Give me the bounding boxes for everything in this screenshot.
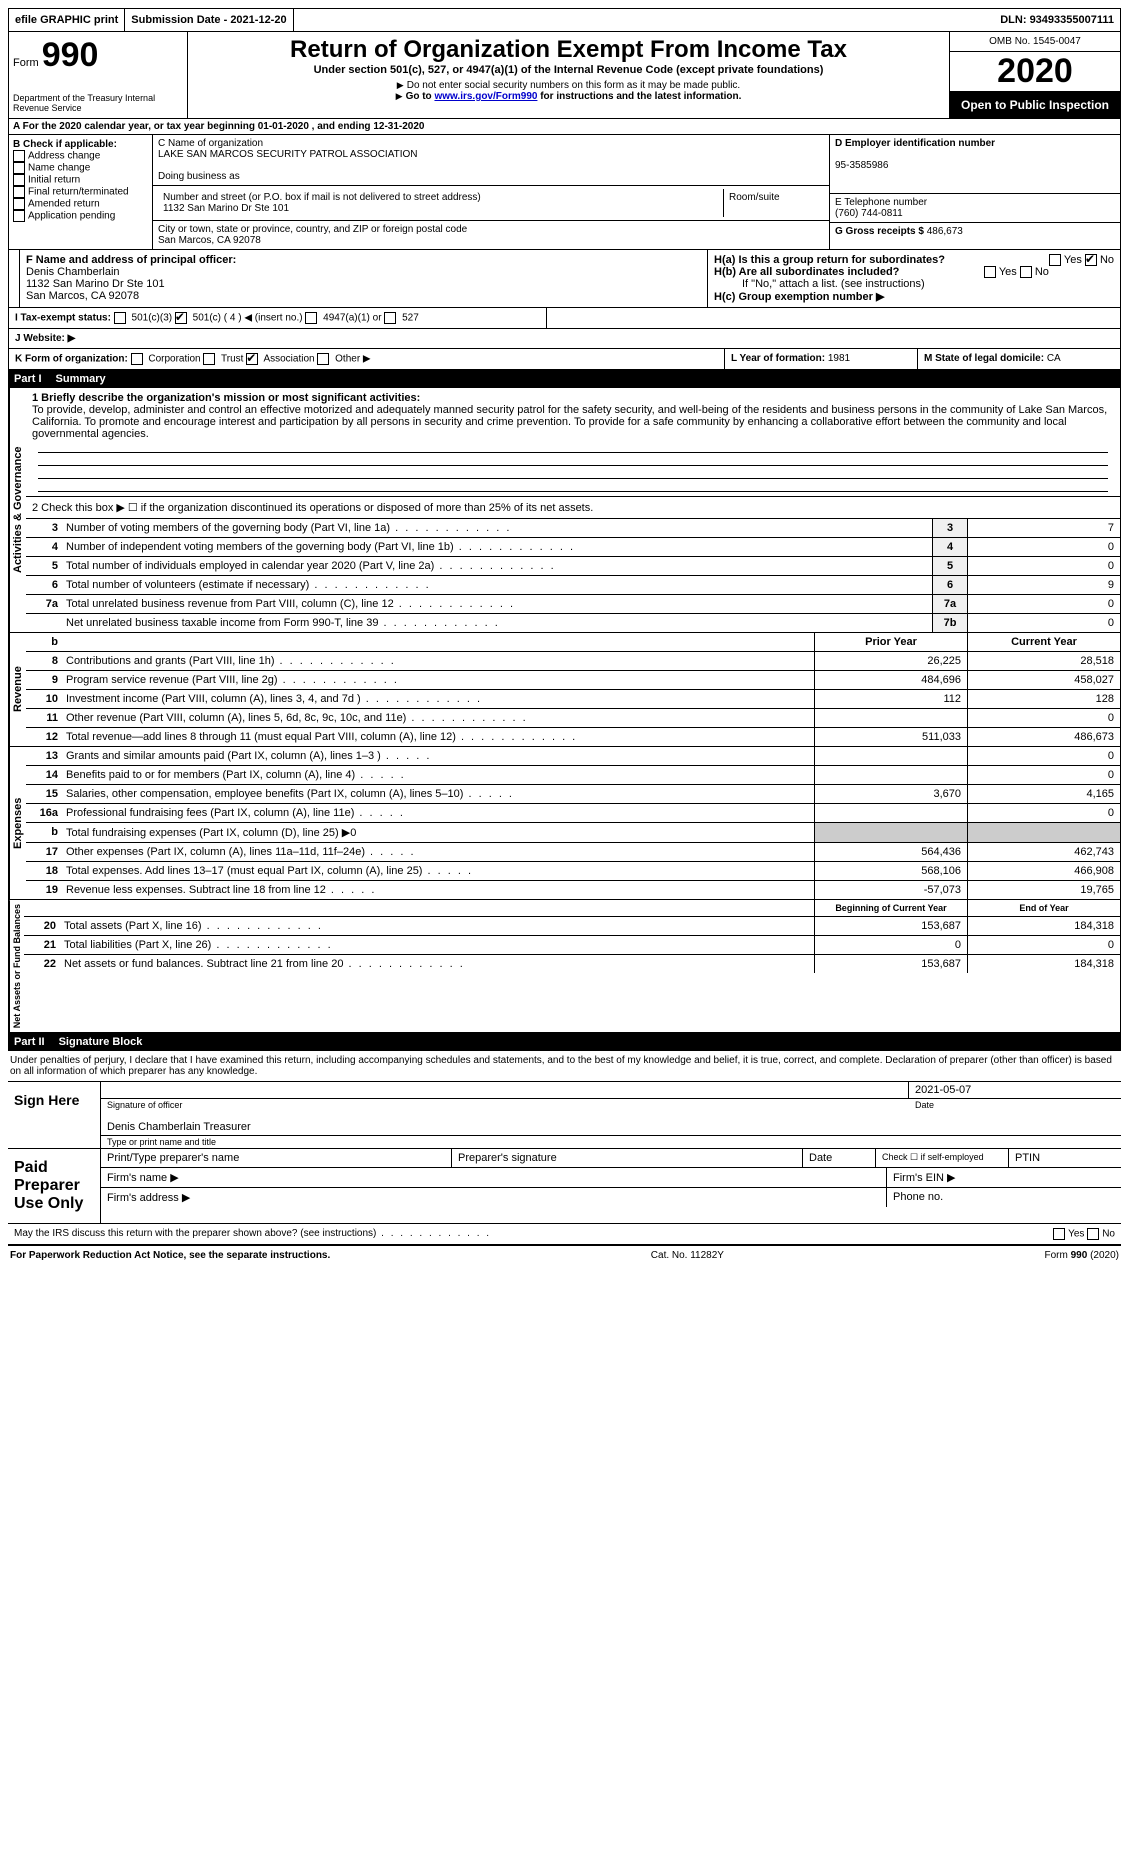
org-name: LAKE SAN MARCOS SECURITY PATROL ASSOCIAT…	[158, 149, 418, 160]
chk-amended-return[interactable]	[13, 198, 25, 210]
expenses-block: Expenses 13Grants and similar amounts pa…	[8, 747, 1121, 900]
gross-receipts: 486,673	[927, 226, 963, 237]
sign-here-block: Sign Here 2021-05-07 Signature of office…	[8, 1082, 1121, 1149]
part2-header: Part IISignature Block	[8, 1033, 1121, 1051]
submission-date: Submission Date - 2021-12-20	[125, 9, 293, 31]
chk-address-change[interactable]	[13, 150, 25, 162]
exp-line-18: 18Total expenses. Add lines 13–17 (must …	[26, 862, 1120, 881]
netassets-block: Net Assets or Fund Balances Beginning of…	[8, 900, 1121, 1033]
governance-block: Activities & Governance 1 Briefly descri…	[8, 388, 1121, 633]
vlabel-revenue: Revenue	[9, 633, 26, 746]
sign-date: 2021-05-07	[908, 1082, 1121, 1099]
officer-typed-name: Denis Chamberlain Treasurer	[101, 1111, 1121, 1136]
footer: For Paperwork Reduction Act Notice, see …	[8, 1246, 1121, 1265]
phone: (760) 744-0811	[835, 208, 903, 219]
exp-line-15: 15Salaries, other compensation, employee…	[26, 785, 1120, 804]
discuss-row: May the IRS discuss this return with the…	[8, 1224, 1121, 1246]
chk-name-change[interactable]	[13, 162, 25, 174]
rev-line-12: 12Total revenue—add lines 8 through 11 (…	[26, 728, 1120, 746]
form990-link[interactable]: www.irs.gov/Form990	[434, 91, 537, 102]
efile-label: efile GRAPHIC print	[9, 9, 125, 31]
gov-line-3: 3Number of voting members of the governi…	[26, 519, 1120, 538]
chk-ha-no[interactable]	[1085, 254, 1097, 266]
vlabel-net: Net Assets or Fund Balances	[9, 900, 24, 1032]
tax-year: 2020	[950, 52, 1120, 92]
exp-line-16a: 16aProfessional fundraising fees (Part I…	[26, 804, 1120, 823]
dln: DLN: 93493355007111	[994, 9, 1120, 31]
gov-line-5: 5Total number of individuals employed in…	[26, 557, 1120, 576]
row-k: K Form of organization: Corporation Trus…	[8, 349, 1121, 370]
exp-line-14: 14Benefits paid to or for members (Part …	[26, 766, 1120, 785]
chk-assoc[interactable]	[246, 353, 258, 365]
rev-line-11: 11Other revenue (Part VIII, column (A), …	[26, 709, 1120, 728]
revenue-block: Revenue b Prior Year Current Year 8Contr…	[8, 633, 1121, 747]
line-2: 2 Check this box ▶ ☐ if the organization…	[26, 497, 1120, 519]
rev-line-9: 9Program service revenue (Part VIII, lin…	[26, 671, 1120, 690]
chk-final-return[interactable]	[13, 186, 25, 198]
gov-line-6: 6Total number of volunteers (estimate if…	[26, 576, 1120, 595]
chk-discuss-yes[interactable]	[1053, 1228, 1065, 1240]
section-a: A For the 2020 calendar year, or tax yea…	[8, 119, 1121, 135]
chk-ha-yes[interactable]	[1049, 254, 1061, 266]
col-c: C Name of organization LAKE SAN MARCOS S…	[153, 135, 830, 249]
chk-corp[interactable]	[131, 353, 143, 365]
vlabel-expenses: Expenses	[9, 747, 26, 899]
org-city: San Marcos, CA 92078	[158, 235, 261, 246]
note-link: Go to www.irs.gov/Form990 for instructio…	[192, 91, 945, 102]
chk-hb-no[interactable]	[1020, 266, 1032, 278]
rev-line-10: 10Investment income (Part VIII, column (…	[26, 690, 1120, 709]
form-subtitle: Under section 501(c), 527, or 4947(a)(1)…	[192, 64, 945, 76]
form-title: Return of Organization Exempt From Incom…	[192, 36, 945, 64]
chk-initial-return[interactable]	[13, 174, 25, 186]
dept-label: Department of the Treasury Internal Reve…	[13, 93, 183, 113]
entity-block: B Check if applicable: Address change Na…	[8, 135, 1121, 250]
rev-line-8: 8Contributions and grants (Part VIII, li…	[26, 652, 1120, 671]
exp-line-17: 17Other expenses (Part IX, column (A), l…	[26, 843, 1120, 862]
gov-line-7b: Net unrelated business taxable income fr…	[26, 614, 1120, 632]
vlabel-governance: Activities & Governance	[9, 388, 26, 632]
perjury-text: Under penalties of perjury, I declare th…	[8, 1051, 1121, 1082]
mission-text: To provide, develop, administer and cont…	[32, 404, 1107, 440]
chk-application-pending[interactable]	[13, 210, 25, 222]
form-number: 990	[42, 36, 99, 74]
exp-line-b: bTotal fundraising expenses (Part IX, co…	[26, 823, 1120, 843]
chk-4947[interactable]	[305, 312, 317, 324]
exp-line-13: 13Grants and similar amounts paid (Part …	[26, 747, 1120, 766]
note-ssn: Do not enter social security numbers on …	[192, 80, 945, 91]
mission-row: 1 Briefly describe the organization's mi…	[26, 388, 1120, 497]
col-b: B Check if applicable: Address change Na…	[9, 135, 153, 249]
chk-hb-yes[interactable]	[984, 266, 996, 278]
chk-501c3[interactable]	[114, 312, 126, 324]
gov-line-4: 4Number of independent voting members of…	[26, 538, 1120, 557]
room-suite: Room/suite	[724, 189, 824, 217]
gov-line-7a: 7aTotal unrelated business revenue from …	[26, 595, 1120, 614]
form-header: Form 990 Department of the Treasury Inte…	[8, 32, 1121, 119]
org-address: 1132 San Marino Dr Ste 101	[163, 203, 289, 214]
chk-trust[interactable]	[203, 353, 215, 365]
net-line-22: 22Net assets or fund balances. Subtract …	[24, 955, 1120, 973]
ein: 95-3585986	[835, 160, 888, 171]
col-deg: D Employer identification number 95-3585…	[830, 135, 1120, 249]
form-label: Form	[13, 57, 39, 69]
net-line-20: 20Total assets (Part X, line 16)153,6871…	[24, 917, 1120, 936]
chk-501c[interactable]	[175, 312, 187, 324]
officer-name: Denis Chamberlain	[26, 266, 120, 278]
top-bar: efile GRAPHIC print Submission Date - 20…	[8, 8, 1121, 32]
chk-527[interactable]	[384, 312, 396, 324]
exp-line-19: 19Revenue less expenses. Subtract line 1…	[26, 881, 1120, 899]
net-line-21: 21Total liabilities (Part X, line 26)00	[24, 936, 1120, 955]
open-inspection: Open to Public Inspection	[950, 92, 1120, 118]
part1-header: Part ISummary	[8, 370, 1121, 388]
row-j: J Website: ▶	[8, 329, 1121, 349]
row-i: I Tax-exempt status: 501(c)(3) 501(c) ( …	[8, 308, 1121, 329]
paid-preparer-block: Paid Preparer Use Only Print/Type prepar…	[8, 1149, 1121, 1224]
chk-discuss-no[interactable]	[1087, 1228, 1099, 1240]
row-f-h: F Name and address of principal officer:…	[8, 250, 1121, 308]
omb-number: OMB No. 1545-0047	[950, 32, 1120, 52]
chk-other[interactable]	[317, 353, 329, 365]
